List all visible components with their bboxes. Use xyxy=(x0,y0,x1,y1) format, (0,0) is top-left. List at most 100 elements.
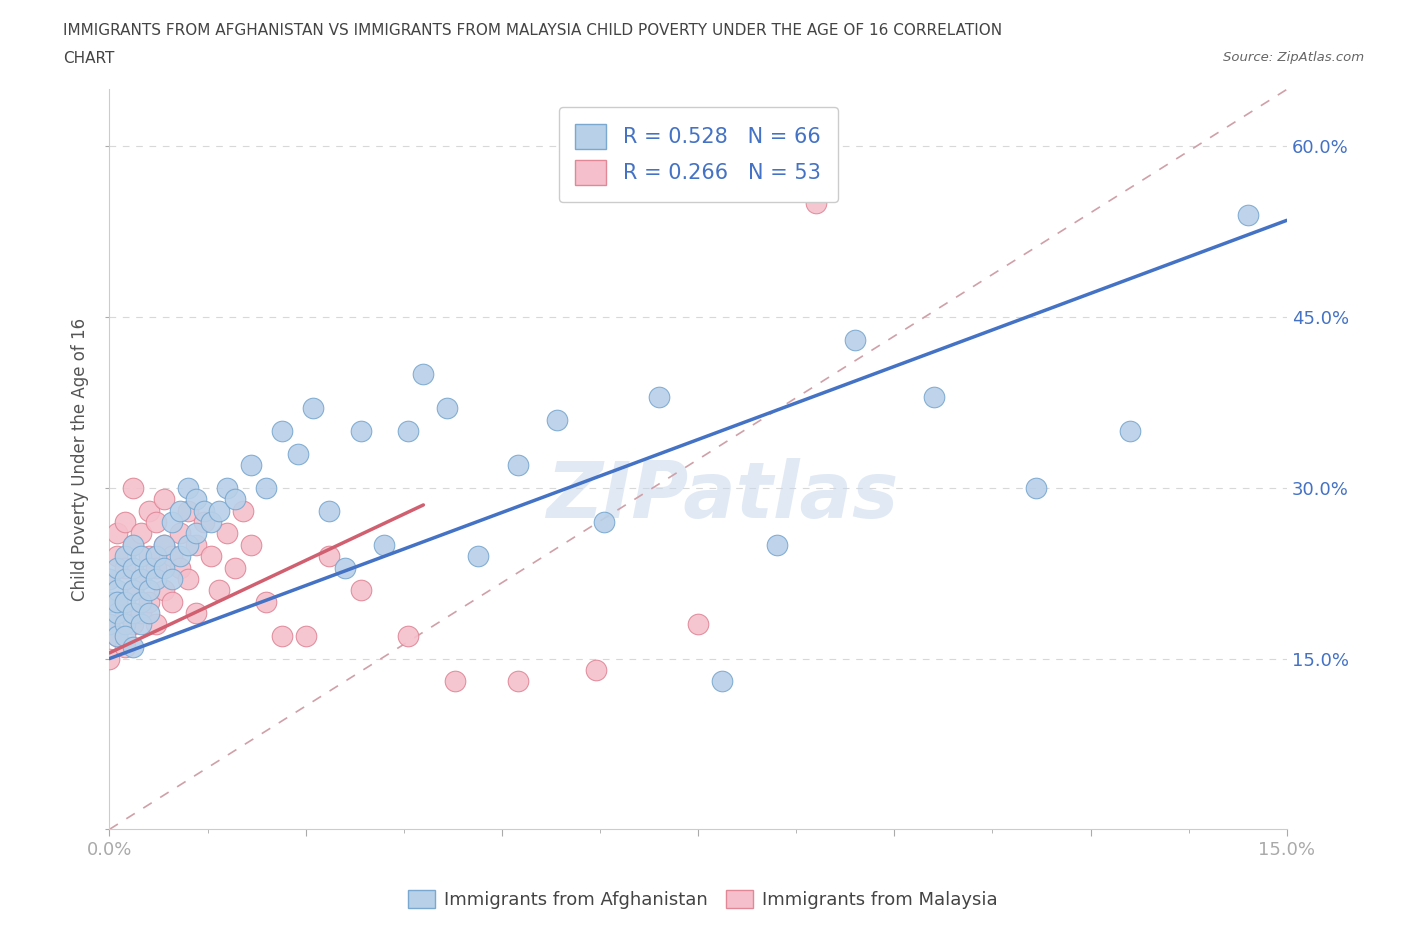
Point xyxy=(114,549,136,564)
Point xyxy=(318,503,340,518)
Point xyxy=(200,514,222,529)
Point xyxy=(318,549,340,564)
Legend: Immigrants from Afghanistan, Immigrants from Malaysia: Immigrants from Afghanistan, Immigrants … xyxy=(401,883,1005,916)
Point xyxy=(184,492,207,507)
Point xyxy=(302,401,325,416)
Point xyxy=(333,560,356,575)
Point xyxy=(114,560,136,575)
Point xyxy=(98,594,121,609)
Point xyxy=(98,572,121,587)
Point xyxy=(138,605,160,620)
Point xyxy=(349,583,371,598)
Point xyxy=(122,538,145,552)
Point xyxy=(239,538,262,552)
Point xyxy=(138,549,160,564)
Point xyxy=(1119,423,1142,438)
Point xyxy=(105,594,128,609)
Point xyxy=(177,503,200,518)
Point xyxy=(145,572,167,587)
Point xyxy=(145,617,167,631)
Point xyxy=(232,503,254,518)
Point xyxy=(184,526,207,541)
Point xyxy=(114,605,136,620)
Point xyxy=(114,629,136,644)
Point xyxy=(105,629,128,644)
Point xyxy=(105,629,128,644)
Text: Source: ZipAtlas.com: Source: ZipAtlas.com xyxy=(1223,51,1364,64)
Text: ZIPatlas: ZIPatlas xyxy=(546,458,898,535)
Point xyxy=(169,549,191,564)
Point xyxy=(217,526,239,541)
Point xyxy=(373,538,395,552)
Point xyxy=(648,390,671,405)
Point xyxy=(254,481,277,496)
Point xyxy=(145,560,167,575)
Point xyxy=(153,583,176,598)
Point xyxy=(153,492,176,507)
Point xyxy=(177,538,200,552)
Point xyxy=(129,594,152,609)
Point xyxy=(98,617,121,631)
Point xyxy=(114,572,136,587)
Point xyxy=(184,605,207,620)
Point xyxy=(122,560,145,575)
Point xyxy=(169,526,191,541)
Point xyxy=(114,640,136,655)
Point xyxy=(271,629,294,644)
Point xyxy=(129,605,152,620)
Point xyxy=(412,366,434,381)
Point xyxy=(765,538,787,552)
Point xyxy=(138,560,160,575)
Point xyxy=(153,538,176,552)
Point xyxy=(122,617,145,631)
Point xyxy=(122,640,145,655)
Point xyxy=(844,332,866,347)
Point xyxy=(224,492,246,507)
Point xyxy=(129,526,152,541)
Point xyxy=(160,572,183,587)
Point xyxy=(114,514,136,529)
Point xyxy=(160,514,183,529)
Point xyxy=(105,583,128,598)
Point xyxy=(169,503,191,518)
Point xyxy=(1025,481,1047,496)
Point xyxy=(98,572,121,587)
Legend: R = 0.528   N = 66, R = 0.266   N = 53: R = 0.528 N = 66, R = 0.266 N = 53 xyxy=(558,107,838,202)
Point xyxy=(1236,207,1258,222)
Point xyxy=(396,629,419,644)
Point xyxy=(208,503,231,518)
Point xyxy=(129,617,152,631)
Point xyxy=(922,390,945,405)
Point xyxy=(98,651,121,666)
Point xyxy=(467,549,489,564)
Point xyxy=(122,538,145,552)
Point xyxy=(122,605,145,620)
Point xyxy=(294,629,316,644)
Point xyxy=(287,446,309,461)
Point xyxy=(138,503,160,518)
Point xyxy=(105,526,128,541)
Point xyxy=(443,674,465,689)
Point xyxy=(193,503,215,518)
Text: CHART: CHART xyxy=(63,51,115,66)
Point xyxy=(200,549,222,564)
Point xyxy=(585,662,607,677)
Point xyxy=(710,674,733,689)
Y-axis label: Child Poverty Under the Age of 16: Child Poverty Under the Age of 16 xyxy=(72,318,89,601)
Point xyxy=(153,538,176,552)
Point xyxy=(208,583,231,598)
Point xyxy=(129,549,152,564)
Point xyxy=(145,549,167,564)
Point xyxy=(239,458,262,472)
Point xyxy=(546,412,568,427)
Point xyxy=(224,560,246,575)
Point xyxy=(105,549,128,564)
Point xyxy=(129,572,152,587)
Point xyxy=(271,423,294,438)
Point xyxy=(177,481,200,496)
Point xyxy=(184,538,207,552)
Point xyxy=(217,481,239,496)
Point xyxy=(169,560,191,575)
Point xyxy=(193,514,215,529)
Point xyxy=(129,572,152,587)
